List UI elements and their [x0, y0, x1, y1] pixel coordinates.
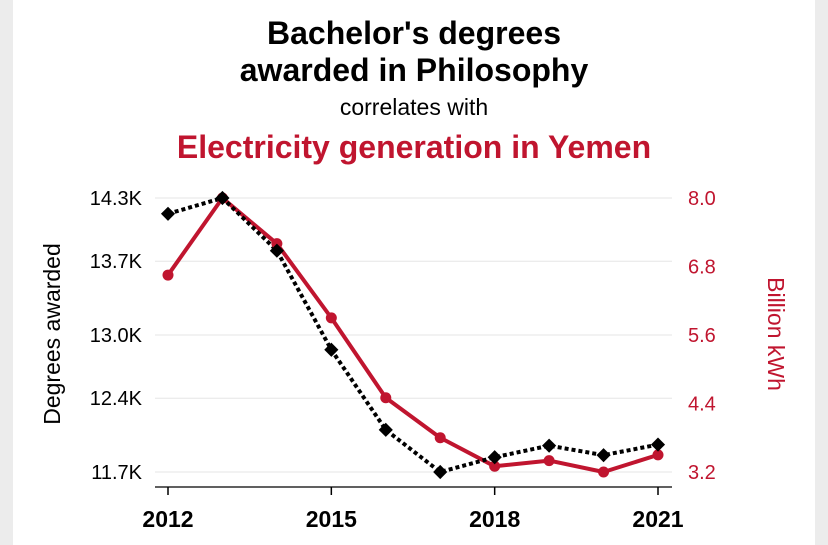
point-degrees [596, 448, 611, 463]
y-left-tick-label: 13.0K [90, 325, 143, 347]
y-left-tick-label: 14.3K [90, 188, 143, 210]
chart-title-line1: Bachelor's degrees [267, 15, 561, 51]
x-tick-label: 2021 [632, 506, 683, 532]
y-left-tick-label: 13.7K [90, 251, 143, 273]
y-right-tick-label: 5.6 [688, 325, 716, 347]
point-electricity [325, 312, 337, 324]
x-tick-label: 2015 [306, 506, 357, 532]
gridlines [155, 197, 672, 473]
point-degrees [487, 450, 502, 465]
point-electricity [598, 466, 610, 478]
chart-subtitle: correlates with [339, 94, 489, 120]
point-degrees [324, 342, 339, 357]
point-electricity [434, 432, 446, 444]
series-line-electricity [166, 196, 659, 474]
axes [155, 486, 672, 495]
y-axis-left-title: Degrees awarded [39, 243, 65, 425]
series-lines [166, 195, 659, 475]
point-electricity [162, 269, 174, 281]
y-right-tick-label: 6.8 [688, 257, 716, 279]
x-tick-label: 2018 [469, 506, 520, 532]
point-degrees [650, 437, 666, 452]
y-axis-right-title: Billion kWh [763, 277, 789, 391]
chart-title-line2: awarded in Philosophy [239, 52, 589, 88]
series-markers [160, 190, 666, 480]
chart-title-series2: Electricity generation in Yemen [176, 129, 652, 165]
y-right-tick-label: 4.4 [688, 394, 716, 416]
y-right-tick-label: 8.0 [688, 188, 716, 210]
point-electricity [543, 455, 555, 467]
y-right-tick-label: 3.2 [688, 462, 716, 484]
point-electricity [489, 460, 501, 472]
series-line-degrees [167, 195, 659, 475]
point-degrees [269, 243, 284, 258]
tick-labels: 14.3K 13.7K 13.0K 12.4K 11.7K 8.0 6.8 5.6 4.4 3.2… [90, 188, 716, 532]
point-degrees [378, 422, 393, 437]
point-electricity [380, 392, 392, 404]
point-degrees [215, 190, 230, 206]
y-left-tick-label: 12.4K [90, 388, 143, 410]
point-degrees [542, 438, 557, 453]
point-degrees [433, 464, 448, 480]
x-tick-label: 2012 [142, 506, 193, 532]
point-degrees [160, 206, 176, 221]
point-electricity [652, 449, 664, 461]
y-left-tick-label: 11.7K [91, 462, 142, 484]
